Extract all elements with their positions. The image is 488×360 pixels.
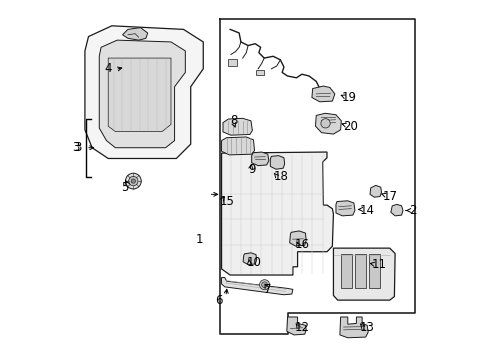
Polygon shape [251,152,268,166]
Text: 17: 17 [382,190,397,203]
Polygon shape [270,156,284,169]
Text: 3: 3 [72,141,80,154]
Circle shape [128,176,138,186]
Text: 6: 6 [215,294,223,307]
Polygon shape [243,253,256,265]
Polygon shape [335,201,354,216]
Text: 5: 5 [121,181,128,194]
Circle shape [259,280,269,290]
Polygon shape [390,204,402,216]
Polygon shape [228,59,237,66]
Text: 2: 2 [408,204,416,217]
Polygon shape [315,113,341,134]
Text: 15: 15 [219,195,234,208]
Text: 1: 1 [195,233,203,246]
Polygon shape [289,231,305,246]
Polygon shape [221,152,333,275]
Text: 9: 9 [247,163,255,176]
Polygon shape [99,40,185,148]
Text: 20: 20 [343,120,357,133]
Polygon shape [122,28,147,40]
Text: 12: 12 [294,320,309,333]
Text: 10: 10 [246,256,261,269]
Circle shape [125,173,141,189]
Circle shape [131,179,135,183]
Polygon shape [223,118,252,135]
Text: 3: 3 [74,141,81,154]
Polygon shape [341,253,351,288]
Text: 16: 16 [294,238,309,251]
Text: 7: 7 [264,283,271,296]
Text: 4: 4 [104,62,112,75]
Circle shape [261,282,267,288]
Polygon shape [286,317,305,335]
Polygon shape [85,26,203,158]
Polygon shape [339,317,367,338]
Polygon shape [369,185,381,197]
Polygon shape [333,248,394,300]
Text: 8: 8 [230,114,237,127]
Polygon shape [108,58,171,132]
Text: 11: 11 [371,258,386,271]
Polygon shape [311,86,334,102]
Polygon shape [368,253,379,288]
Text: 18: 18 [273,170,287,183]
Polygon shape [354,253,365,288]
Polygon shape [221,137,254,155]
Polygon shape [221,278,292,295]
Text: 13: 13 [359,320,373,333]
Polygon shape [256,69,264,75]
Text: 19: 19 [341,91,356,104]
Text: 14: 14 [359,204,373,217]
Circle shape [320,119,329,128]
